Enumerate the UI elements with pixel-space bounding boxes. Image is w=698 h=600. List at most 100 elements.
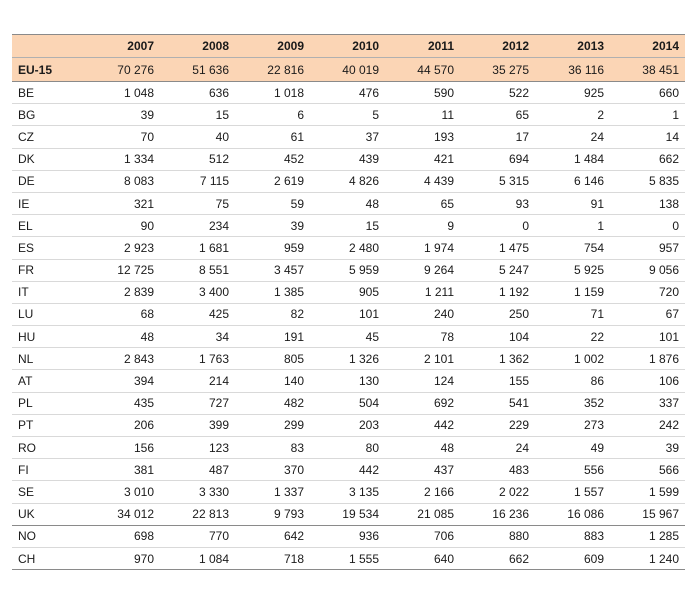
row-label: IE xyxy=(12,192,85,216)
table-cell: 1 385 xyxy=(235,281,310,304)
table-cell: 70 276 xyxy=(85,57,160,82)
table-cell: 24 xyxy=(535,125,610,149)
table-cell: 1 334 xyxy=(85,148,160,171)
row-label: RO xyxy=(12,436,85,460)
row-label: BG xyxy=(12,103,85,127)
table-cell: 556 xyxy=(535,458,610,482)
year-header: 2010 xyxy=(310,34,385,58)
table-cell: 487 xyxy=(160,458,235,482)
table-cell: 11 xyxy=(385,103,460,127)
table-cell: 321 xyxy=(85,192,160,216)
table-row: PT 206 399 299 203 442 229 273 242 xyxy=(12,414,685,438)
table-cell: 1 876 xyxy=(610,347,685,371)
row-label: PT xyxy=(12,414,85,438)
table-cell: 65 xyxy=(460,103,535,127)
table-cell: 5 315 xyxy=(460,170,535,193)
table-cell: 337 xyxy=(610,392,685,415)
table-row: NO 698 770 642 936 706 880 883 1 285 xyxy=(12,525,685,548)
table-cell: 6 xyxy=(235,103,310,127)
table-cell: 694 xyxy=(460,148,535,171)
year-header: 2011 xyxy=(385,34,460,58)
year-header: 2009 xyxy=(235,34,310,58)
table-cell: 880 xyxy=(460,525,535,548)
year-header: 2012 xyxy=(460,34,535,58)
table-cell: 5 959 xyxy=(310,259,385,282)
table-cell: 90 xyxy=(85,214,160,238)
table-cell: 156 xyxy=(85,436,160,460)
table-cell: 770 xyxy=(160,525,235,548)
table-cell: 6 146 xyxy=(535,170,610,193)
table-cell: 39 xyxy=(610,436,685,460)
row-label: NL xyxy=(12,347,85,371)
table-cell: 5 835 xyxy=(610,170,685,193)
table-cell: 512 xyxy=(160,148,235,171)
table-cell: 640 xyxy=(385,547,460,571)
table-cell: 2 166 xyxy=(385,480,460,504)
data-table-container: 2007 2008 2009 2010 2011 2012 2013 2014 … xyxy=(12,34,685,571)
table-cell: 68 xyxy=(85,303,160,327)
table-cell: 91 xyxy=(535,192,610,216)
table-cell: 754 xyxy=(535,236,610,260)
table-row: IE 321 75 59 48 65 93 91 138 xyxy=(12,192,685,216)
table-cell: 37 xyxy=(310,125,385,149)
table-row: FR 12 725 8 551 3 457 5 959 9 264 5 247 5 925 9 … xyxy=(12,259,685,282)
table-cell: 9 793 xyxy=(235,503,310,526)
table-cell: 35 275 xyxy=(460,57,535,82)
table-row: HU 48 34 191 45 78 104 22 101 xyxy=(12,325,685,349)
table-row: DK 1 334 512 452 439 421 694 1 484 662 xyxy=(12,148,685,171)
table-cell: 273 xyxy=(535,414,610,438)
row-label: FR xyxy=(12,259,85,282)
table-cell: 9 xyxy=(385,214,460,238)
row-label: FI xyxy=(12,458,85,482)
table-cell: 1 974 xyxy=(385,236,460,260)
row-label: AT xyxy=(12,369,85,393)
table-cell: 155 xyxy=(460,369,535,393)
row-label: ES xyxy=(12,236,85,260)
table-cell: 352 xyxy=(535,392,610,415)
table-cell: 959 xyxy=(235,236,310,260)
table-cell: 3 400 xyxy=(160,281,235,304)
table-cell: 101 xyxy=(310,303,385,327)
table-cell: 14 xyxy=(610,125,685,149)
table-cell: 1 599 xyxy=(610,480,685,504)
table-cell: 242 xyxy=(610,414,685,438)
table-cell: 590 xyxy=(385,81,460,105)
table-cell: 5 925 xyxy=(535,259,610,282)
table-cell: 240 xyxy=(385,303,460,327)
row-label: UK xyxy=(12,503,85,526)
table-cell: 8 551 xyxy=(160,259,235,282)
table-cell: 1 326 xyxy=(310,347,385,371)
table-row: IT 2 839 3 400 1 385 905 1 211 1 192 1 159 720 xyxy=(12,281,685,304)
table-cell: 1 557 xyxy=(535,480,610,504)
table-cell: 439 xyxy=(310,148,385,171)
table-cell: 2 619 xyxy=(235,170,310,193)
table-cell: 49 xyxy=(535,436,610,460)
row-label: EU-15 xyxy=(12,57,85,82)
table-cell: 566 xyxy=(610,458,685,482)
table-cell: 1 475 xyxy=(460,236,535,260)
table-cell: 7 115 xyxy=(160,170,235,193)
table-cell: 45 xyxy=(310,325,385,349)
table-cell: 692 xyxy=(385,392,460,415)
table-cell: 522 xyxy=(460,81,535,105)
table-row: RO 156 123 83 80 48 24 49 39 xyxy=(12,436,685,460)
table-cell: 21 085 xyxy=(385,503,460,526)
table-cell: 2 xyxy=(535,103,610,127)
table-cell: 214 xyxy=(160,369,235,393)
table-cell: 123 xyxy=(160,436,235,460)
table-cell: 93 xyxy=(460,192,535,216)
data-table: 2007 2008 2009 2010 2011 2012 2013 2014 … xyxy=(12,34,685,571)
row-label: BE xyxy=(12,81,85,105)
row-label: HU xyxy=(12,325,85,349)
table-row: BE 1 048 636 1 018 476 590 522 925 660 xyxy=(12,81,685,105)
table-cell: 104 xyxy=(460,325,535,349)
table-cell: 660 xyxy=(610,81,685,105)
table-cell: 70 xyxy=(85,125,160,149)
table-cell: 370 xyxy=(235,458,310,482)
table-row: LU 68 425 82 101 240 250 71 67 xyxy=(12,303,685,327)
table-cell: 22 816 xyxy=(235,57,310,82)
table-cell: 15 xyxy=(160,103,235,127)
table-row: FI 381 487 370 442 437 483 556 566 xyxy=(12,458,685,482)
row-label: EL xyxy=(12,214,85,238)
table-cell: 381 xyxy=(85,458,160,482)
